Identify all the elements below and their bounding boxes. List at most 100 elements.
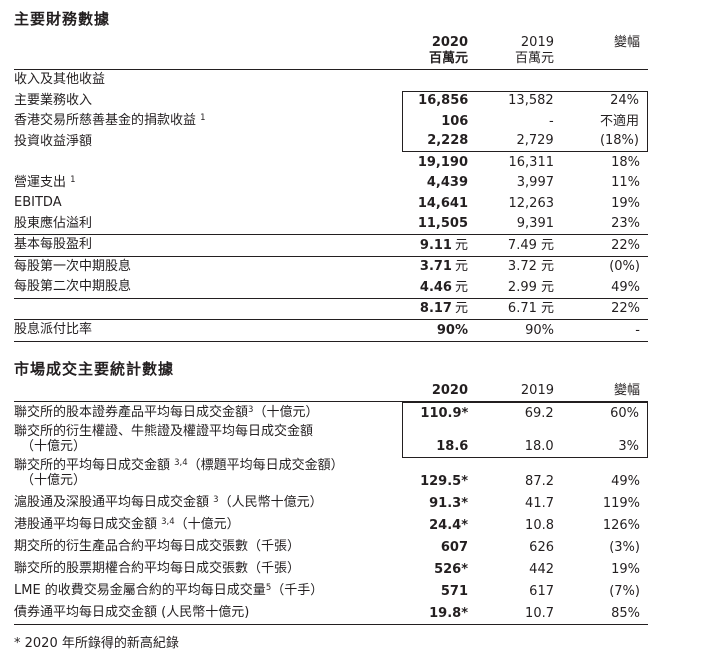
- value-change: (3%): [609, 539, 640, 555]
- row-label: [14, 170, 402, 173]
- column-header-2019: 2019: [488, 383, 574, 401]
- row-label: 每股第二次中期股息: [14, 279, 132, 294]
- row-values: 9.11 元 7.49 元 22%: [402, 235, 648, 256]
- row-values: 91.3* 41.7 119%: [402, 492, 648, 514]
- row-label: [14, 316, 402, 319]
- value-2019: 69.2: [524, 405, 554, 421]
- row-label: 投資收益淨額: [14, 133, 93, 149]
- table-row: 期交所的衍生產品合約平均每日成交張數（千張） 607 626 (3%): [14, 536, 648, 558]
- footnote-marker: 3,4: [161, 517, 175, 527]
- row-label: 收入及其他收益: [14, 72, 106, 87]
- header-value-columns: 2020 2019 變幅: [402, 383, 648, 401]
- value-change: 18%: [611, 154, 640, 170]
- value-2020: 19.8*: [429, 605, 468, 621]
- row-label: EBITDA: [14, 195, 62, 210]
- value-2020: 14,641: [417, 195, 468, 211]
- value-2019: 442: [529, 561, 554, 577]
- table-row: 每股第二次中期股息 4.46 元 2.99 元 49%: [14, 277, 648, 299]
- value-2019: 10.8: [525, 517, 554, 533]
- value-2020: 110.9*: [420, 405, 469, 421]
- row-label: 期交所的衍生產品合約平均每日成交張數（千張）: [14, 539, 301, 554]
- row-values: 19,190 16,311 18%: [402, 152, 648, 173]
- table-row: 聯交所的衍生權證、牛熊證及權證平均每日成交金額 （十億元） 18.6 18.0 3%: [14, 423, 648, 458]
- row-values: 4,439 3,997 11%: [402, 173, 648, 194]
- row-values: 129.5* 87.2 49%: [402, 458, 648, 492]
- value-2019: 13,582: [508, 93, 554, 108]
- row-label: 股息派付比率: [14, 322, 93, 337]
- table-row: 香港交易所慈善基金的捐款收益 1 106 - 不適用: [14, 111, 648, 132]
- table-row: 聯交所的股票期權合約平均每日成交張數（千張） 526* 442 19%: [14, 558, 648, 580]
- value-change: 19%: [611, 195, 640, 211]
- row-values: 4.46 元 2.99 元 49%: [402, 277, 648, 298]
- row-label: 港股通平均每日成交金額 3,4（十億元）: [14, 517, 240, 532]
- value-2019: 626: [529, 539, 554, 555]
- footnote-marker: 5: [265, 583, 272, 593]
- value-change: 3%: [618, 438, 639, 454]
- row-values: 16,856 13,582 24%: [402, 90, 648, 111]
- table-row: 每股第一次中期股息 3.71 元 3.72 元 (0%): [14, 257, 648, 278]
- value-unit: 元: [454, 279, 468, 295]
- value-2020: 4,439: [426, 175, 468, 190]
- row-label: 聯交所的衍生權證、牛熊證及權證平均每日成交金額 （十億元）: [14, 423, 314, 455]
- row-values: 90% 90% -: [402, 320, 648, 341]
- table-row: 股息派付比率 90% 90% -: [14, 320, 648, 342]
- value-2020: 2,228: [427, 133, 469, 148]
- value-change: 22%: [611, 237, 640, 253]
- table-row: 聯交所的平均每日成交金額 3,4（標題平均每日成交金額） （十億元） 129.5* 8…: [14, 458, 648, 492]
- row-values: 607 626 (3%): [402, 536, 648, 558]
- value-2020: 90%: [436, 322, 468, 338]
- report-content: 主要財務數據 2020 百萬元 2019 百萬元 變幅: [14, 8, 648, 651]
- table-row: 港股通平均每日成交金額 3,4（十億元） 24.4* 10.8 126%: [14, 514, 648, 536]
- table-row: 收入及其他收益: [14, 70, 648, 91]
- column-header-2019: 2019 百萬元: [488, 35, 574, 69]
- value-2019: 90%: [525, 322, 554, 338]
- table-row: 聯交所的股本證券產品平均每日成交金額3（十億元） 110.9* 69.2 60%: [14, 401, 648, 424]
- row-values: 8.17 元 6.71 元 22%: [402, 299, 648, 320]
- row-values: 3.71 元 3.72 元 (0%): [402, 257, 648, 278]
- table-body-financial: 收入及其他收益 主要業務收入 16,856 13,582 24% 香港交易所慈善基金的捐款…: [14, 70, 648, 342]
- value-2020: 24.4*: [429, 517, 468, 533]
- table-body-market: 聯交所的股本證券產品平均每日成交金額3（十億元） 110.9* 69.2 60% 聯交所…: [14, 401, 648, 625]
- value-2019: 2,729: [516, 133, 554, 148]
- value-change: 11%: [611, 175, 640, 190]
- value-change: 22%: [611, 301, 640, 316]
- column-header-change: 變幅: [574, 383, 648, 401]
- column-year-2020: 2020: [431, 35, 468, 50]
- value-unit: 元: [454, 301, 468, 316]
- row-label: 股東應佔溢利: [14, 215, 93, 231]
- value-2020: 4.46 元: [419, 279, 468, 295]
- value-2020: 571: [440, 583, 468, 599]
- value-2020: 3.71 元: [419, 259, 468, 274]
- value-2020: 129.5*: [420, 473, 468, 489]
- value-change: -: [635, 322, 640, 338]
- value-change: 23%: [611, 216, 640, 231]
- row-label: 債券通平均每日成交金額 (人民幣十億元): [14, 605, 250, 620]
- value-change: 85%: [611, 605, 640, 621]
- table-row: 8.17 元 6.71 元 22%: [14, 299, 648, 320]
- row-label: 香港交易所慈善基金的捐款收益 1: [14, 113, 206, 128]
- value-2019: 3,997: [516, 175, 554, 190]
- value-2019: -: [548, 113, 554, 129]
- value-2019: 12,263: [508, 195, 555, 211]
- row-label: 每股第一次中期股息: [14, 258, 132, 274]
- row-values: 18.6 18.0 3%: [402, 423, 648, 458]
- value-2019: 2.99 元: [507, 279, 554, 295]
- table-header-market: 2020 2019 變幅: [14, 383, 648, 402]
- row-values: 526* 442 19%: [402, 558, 648, 580]
- value-2020: 8.17 元: [419, 301, 468, 316]
- column-change-label: 變幅: [613, 35, 640, 50]
- section-title-key-financial-data: 主要財務數據: [14, 10, 111, 28]
- column-year-2020: 2020: [431, 382, 468, 398]
- value-2020: 19,190: [417, 154, 468, 170]
- table-row: EBITDA 14,641 12,263 19%: [14, 193, 648, 214]
- column-unit-2019: 百萬元: [514, 51, 554, 66]
- value-change: 49%: [611, 473, 640, 489]
- value-2020: 9.11 元: [419, 237, 468, 253]
- value-change: (0%): [609, 259, 640, 274]
- column-year-2019: 2019: [520, 382, 554, 398]
- value-change: (18%): [599, 133, 639, 148]
- value-change: 不適用: [599, 113, 639, 129]
- row-label: LME 的收費交易金屬合約的平均每日成交量5（千手）: [14, 583, 324, 598]
- value-change: 49%: [611, 279, 640, 295]
- value-2019: 87.2: [525, 473, 554, 489]
